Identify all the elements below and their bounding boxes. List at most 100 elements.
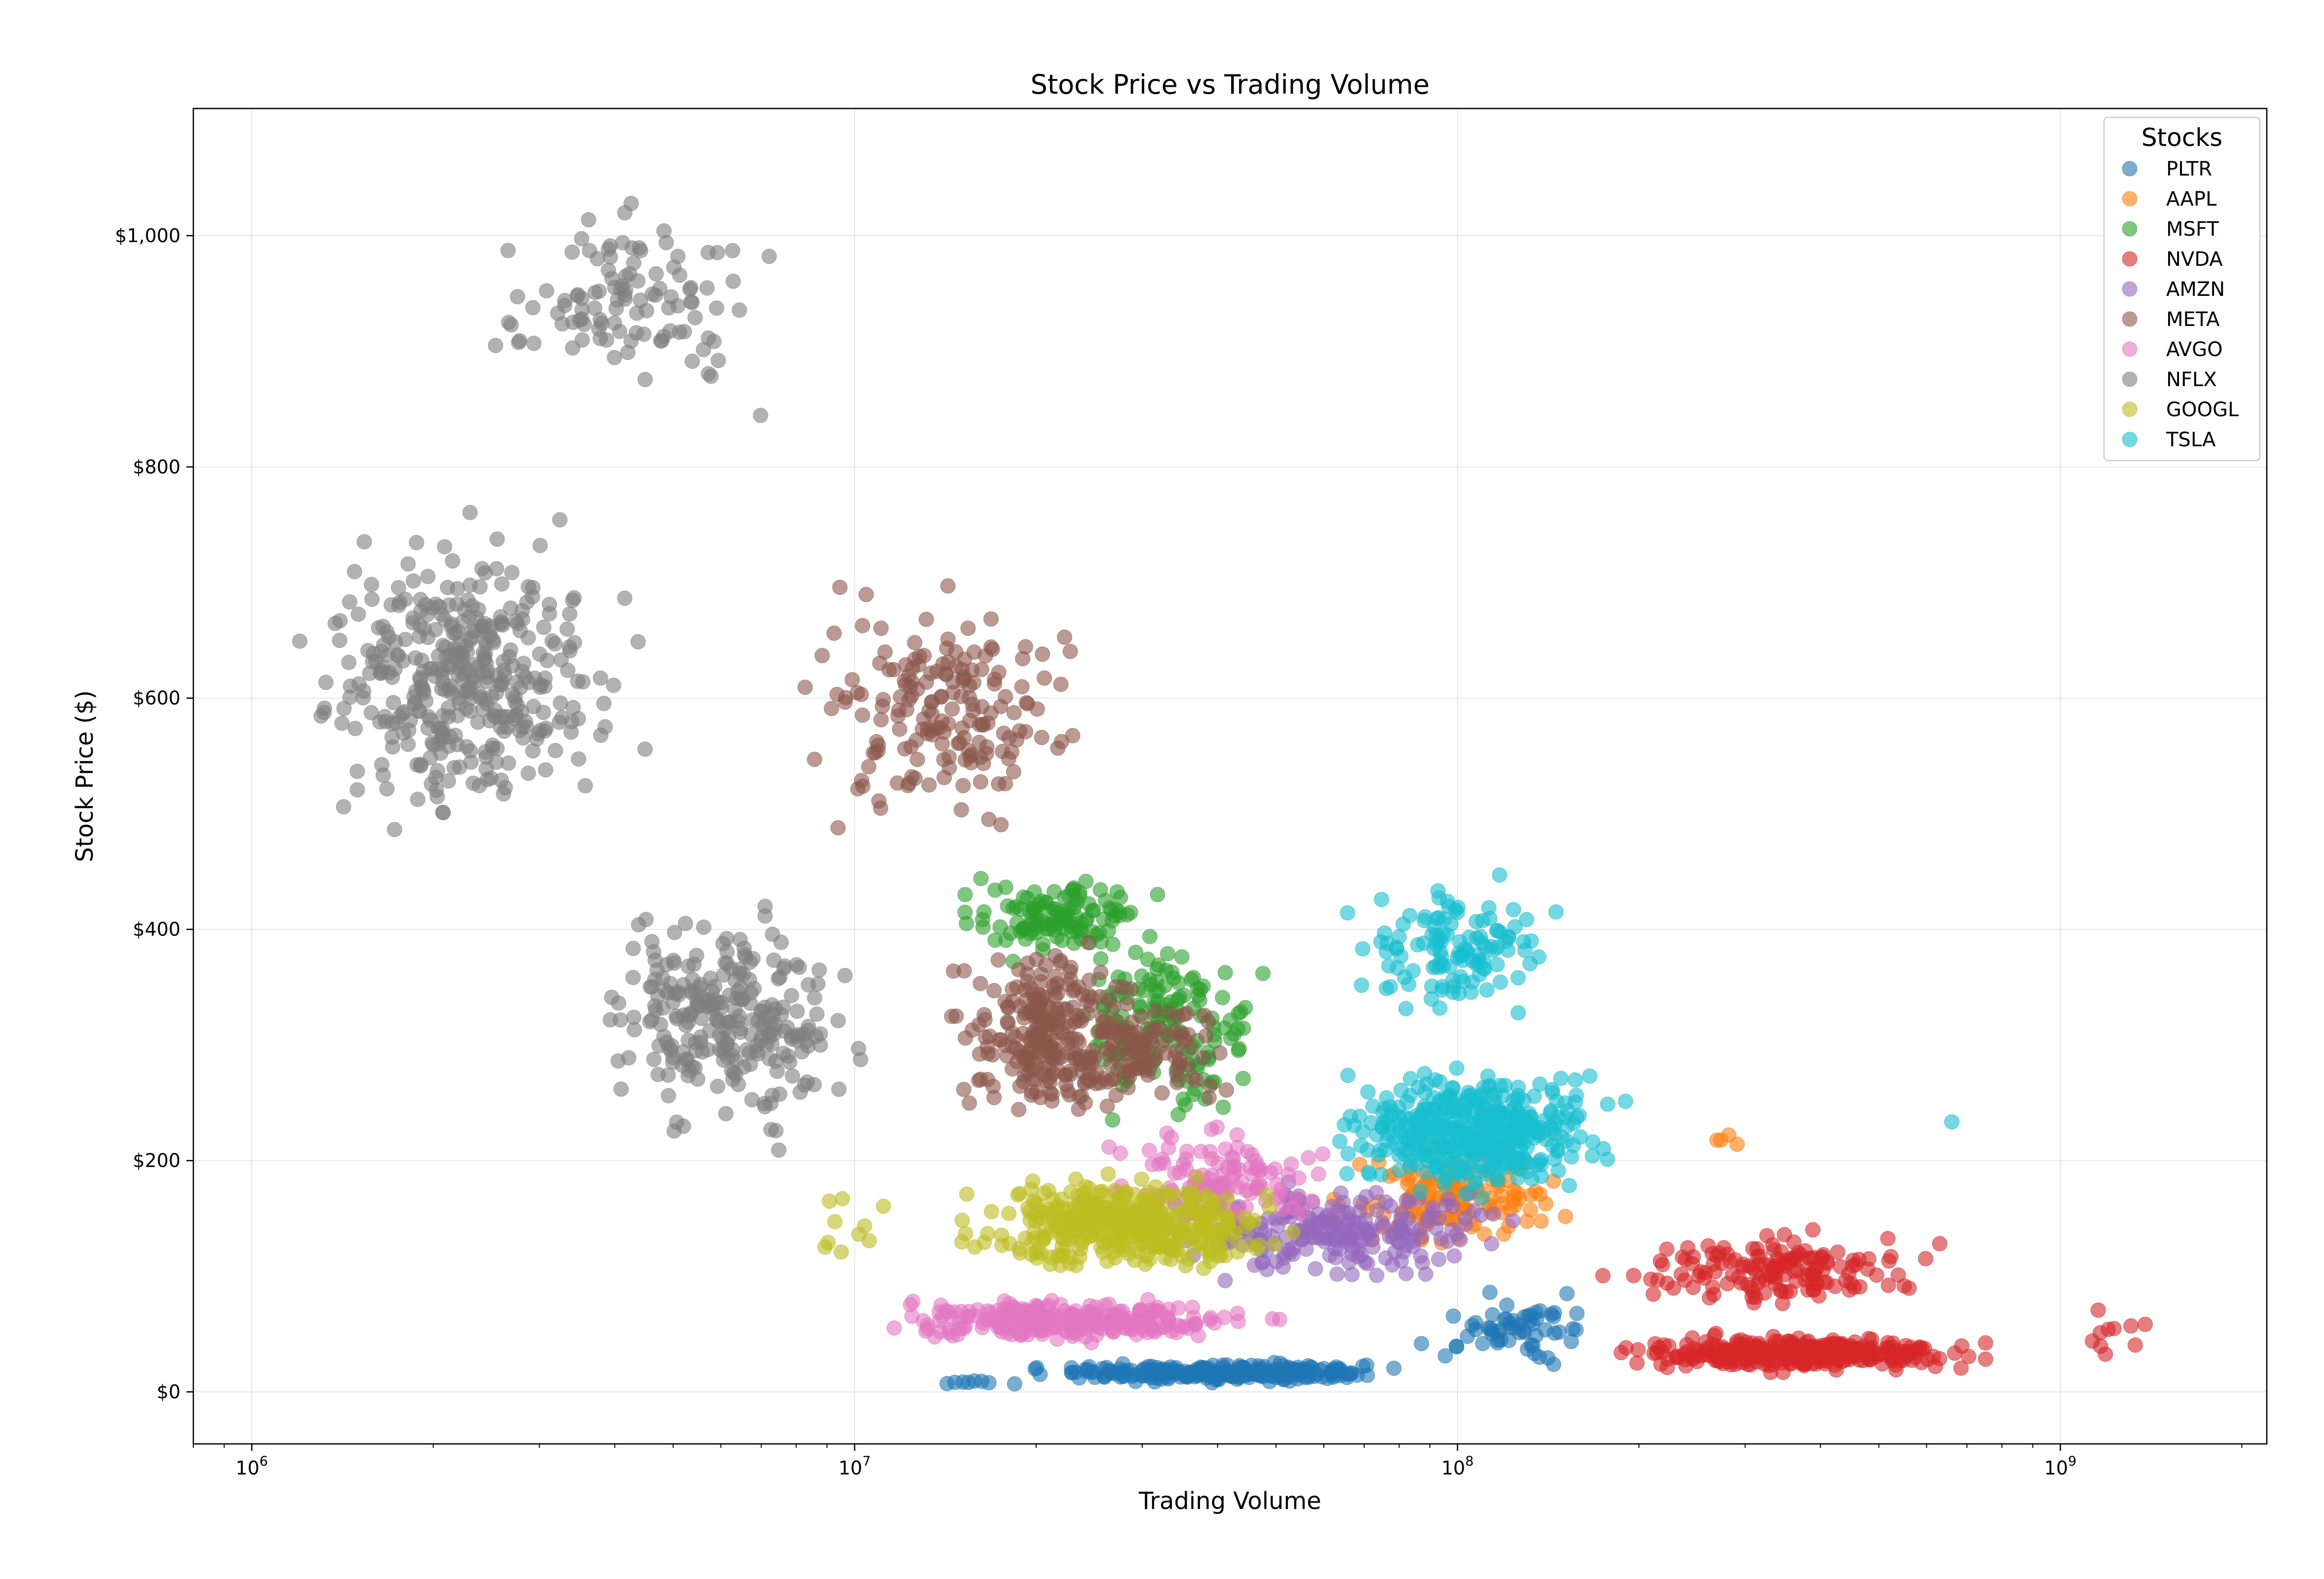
- data-point: [1881, 1278, 1896, 1293]
- data-point: [710, 1078, 726, 1094]
- data-point: [1519, 1213, 1535, 1229]
- data-point: [1105, 1112, 1121, 1128]
- data-point: [1487, 1086, 1503, 1102]
- data-point: [456, 657, 472, 673]
- data-point: [1506, 902, 1522, 917]
- data-point: [603, 1012, 618, 1028]
- data-point: [1393, 948, 1409, 964]
- data-point: [817, 1239, 833, 1255]
- data-point: [1772, 1339, 1788, 1355]
- data-point: [1655, 1256, 1670, 1272]
- data-point: [715, 936, 731, 951]
- data-point: [466, 775, 481, 791]
- data-point: [670, 298, 686, 314]
- data-point: [1435, 926, 1451, 942]
- legend: Stocks PLTR AAPL MSFT NVDA AMZN META AVGO NFLX G…: [2103, 116, 2261, 462]
- data-point: [592, 670, 608, 686]
- data-point: [736, 966, 751, 982]
- data-point: [1104, 1072, 1120, 1087]
- data-point: [704, 983, 720, 999]
- data-point: [1449, 1060, 1464, 1076]
- data-point: [1183, 1040, 1198, 1055]
- data-point: [1007, 1376, 1022, 1392]
- data-point: [855, 778, 871, 794]
- data-point: [1106, 999, 1122, 1015]
- data-point: [1219, 1082, 1235, 1098]
- data-point: [542, 597, 557, 612]
- data-point: [1048, 969, 1063, 984]
- data-point: [1563, 1149, 1579, 1165]
- data-point: [493, 719, 508, 735]
- data-point: [1329, 1266, 1345, 1282]
- data-point: [1160, 946, 1175, 962]
- data-point: [814, 647, 830, 663]
- data-point: [950, 1327, 966, 1342]
- data-point: [1093, 951, 1109, 967]
- data-point: [537, 671, 553, 686]
- data-point: [1427, 1126, 1442, 1142]
- data-point: [364, 591, 380, 607]
- data-point: [1517, 1112, 1533, 1128]
- data-point: [1881, 1253, 1897, 1269]
- data-point: [1341, 1214, 1357, 1229]
- data-point: [1150, 887, 1165, 902]
- data-point: [901, 775, 917, 791]
- data-point: [1120, 907, 1135, 923]
- data-point: [462, 703, 478, 719]
- data-point: [1067, 1014, 1083, 1030]
- data-point: [1337, 1117, 1352, 1133]
- data-point: [515, 730, 531, 746]
- data-point: [1149, 961, 1165, 977]
- data-point: [1546, 1357, 1561, 1372]
- data-point: [1044, 1293, 1059, 1308]
- data-point: [1547, 1325, 1562, 1341]
- x-tick-label: 108: [1441, 1454, 1474, 1479]
- data-point: [1384, 1257, 1400, 1273]
- data-point: [1402, 1111, 1418, 1127]
- data-point: [809, 1006, 825, 1022]
- data-point: [532, 646, 547, 662]
- data-point: [1626, 1268, 1641, 1284]
- data-point: [1360, 1256, 1376, 1271]
- data-point: [1445, 972, 1461, 988]
- data-point: [670, 249, 686, 264]
- data-point: [1196, 1260, 1212, 1276]
- data-point: [1230, 1306, 1245, 1321]
- data-point: [1719, 1276, 1735, 1292]
- data-point: [489, 561, 505, 576]
- data-point: [1329, 1229, 1345, 1245]
- data-point: [1180, 1057, 1196, 1073]
- data-point: [1896, 1278, 1912, 1294]
- data-point: [1053, 1248, 1068, 1263]
- data-point: [571, 751, 586, 767]
- data-point: [375, 618, 391, 634]
- data-point: [1194, 1223, 1209, 1239]
- data-point: [1053, 909, 1069, 925]
- data-point: [626, 255, 642, 271]
- data-point: [1455, 1149, 1471, 1165]
- data-point: [1430, 1158, 1446, 1174]
- data-point: [1128, 944, 1144, 960]
- legend-label: GOOGL: [2166, 398, 2239, 421]
- data-point: [1029, 701, 1045, 717]
- data-point: [1747, 1290, 1763, 1305]
- data-point: [1432, 1074, 1448, 1090]
- points-layer: [292, 196, 2153, 1392]
- data-point: [1451, 986, 1467, 1001]
- data-point: [520, 579, 536, 595]
- data-point: [901, 668, 916, 684]
- data-point: [1505, 1213, 1521, 1228]
- data-point: [1066, 880, 1082, 896]
- data-point: [939, 641, 955, 656]
- data-point: [1092, 989, 1108, 1005]
- data-point: [789, 1004, 805, 1019]
- data-point: [1428, 1220, 1444, 1236]
- data-point: [648, 1003, 663, 1018]
- data-point: [1884, 1344, 1899, 1360]
- data-point: [660, 1088, 676, 1104]
- data-point: [944, 701, 960, 717]
- data-point: [1034, 1211, 1050, 1226]
- data-point: [1468, 914, 1484, 930]
- data-point: [871, 793, 887, 809]
- data-point: [954, 1234, 970, 1250]
